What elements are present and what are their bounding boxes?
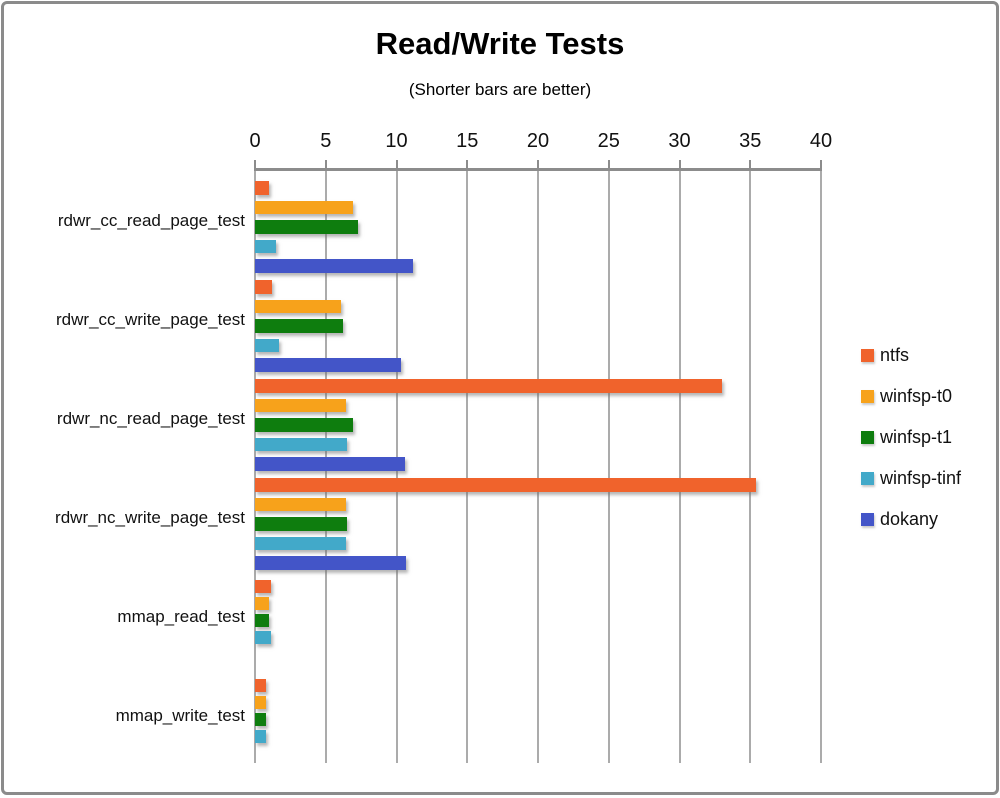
gridline: [466, 169, 469, 763]
gridline: [678, 169, 681, 763]
bar-winfsp-t1: [255, 418, 353, 432]
legend-item: winfsp-t1: [861, 427, 961, 448]
axis-tick-mark: [466, 160, 469, 169]
bar-winfsp-t1: [255, 220, 359, 234]
bar-winfsp-t1: [255, 713, 267, 726]
legend-item: ntfs: [861, 345, 961, 366]
bar-winfsp-t0: [255, 200, 353, 215]
bar-dokany: [255, 259, 414, 273]
bar-dokany: [255, 457, 405, 471]
axis-tick-mark: [537, 160, 539, 169]
bar-winfsp-t1: [255, 614, 270, 627]
legend-item: winfsp-tinf: [861, 468, 961, 489]
legend: ntfs winfsp-t0 winfsp-t1 winfsp-tinf dokany: [861, 345, 961, 550]
bar-winfsp-t0: [255, 696, 267, 709]
legend-swatch-icon: [861, 513, 874, 526]
bar-winfsp-t0: [255, 398, 346, 413]
bar-winfsp-t0: [255, 299, 342, 314]
bar-ntfs: [255, 679, 267, 692]
bar-winfsp-t0: [255, 597, 270, 610]
category-label: rdwr_nc_read_page_test: [56, 408, 245, 428]
bar-winfsp-t1: [255, 517, 347, 531]
bar-ntfs: [255, 280, 272, 294]
legend-label: winfsp-t0: [880, 386, 953, 406]
bar-ntfs: [255, 580, 271, 593]
bar-ntfs: [255, 181, 270, 195]
legend-label: dokany: [880, 509, 939, 529]
legend-swatch-icon: [861, 472, 874, 485]
category-label: rdwr_nc_write_page_test: [55, 507, 245, 527]
x-axis-tick-label: 15: [456, 130, 479, 152]
legend-item: dokany: [861, 509, 961, 530]
axis-tick-mark: [607, 160, 610, 169]
x-axis-tick-label: 35: [739, 130, 762, 152]
x-axis-tick-label: 20: [526, 130, 550, 152]
bar-winfsp-t0: [255, 497, 346, 512]
x-axis-tick-label: 25: [597, 130, 620, 152]
x-axis-tick-label: 10: [385, 130, 408, 152]
plot-area: [254, 160, 822, 763]
axis-tick-mark: [324, 160, 327, 169]
category-label: mmap_read_test: [117, 606, 245, 626]
legend-item: winfsp-t0: [861, 386, 961, 407]
legend-swatch-icon: [861, 349, 874, 362]
legend-swatch-icon: [861, 390, 874, 403]
x-axis-tick-label: 0: [249, 130, 261, 152]
axis-tick-mark: [395, 160, 398, 169]
axis-tick-mark: [678, 160, 681, 169]
category-label: mmap_write_test: [115, 705, 245, 725]
x-axis-tick-label: 40: [809, 130, 833, 152]
bar-winfsp-tinf: [255, 730, 267, 743]
bar-winfsp-tinf: [255, 239, 277, 254]
bar-winfsp-t1: [255, 319, 343, 333]
x-axis-line: [254, 168, 822, 171]
bar-winfsp-tinf: [255, 338, 280, 353]
x-axis-tick-label: 30: [668, 130, 691, 152]
bar-winfsp-tinf: [255, 437, 347, 452]
bar-ntfs: [255, 478, 756, 492]
category-label: rdwr_cc_write_page_test: [56, 309, 245, 329]
gridline: [749, 169, 752, 763]
axis-tick-mark: [749, 160, 752, 169]
gridline: [820, 169, 822, 763]
axis-tick-mark: [820, 160, 822, 169]
legend-label: winfsp-t1: [880, 427, 953, 447]
gridline: [537, 169, 539, 763]
chart-subtitle: (Shorter bars are better): [408, 80, 592, 99]
bar-winfsp-tinf: [255, 631, 271, 644]
chart-title: Read/Write Tests: [375, 26, 625, 61]
x-axis-tick-label: 5: [320, 130, 332, 152]
bar-ntfs: [255, 379, 722, 393]
bar-dokany: [255, 556, 407, 570]
gridline: [607, 169, 610, 763]
axis-tick-mark: [254, 160, 256, 169]
category-label: rdwr_cc_read_page_test: [57, 210, 245, 230]
legend-label: ntfs: [880, 345, 910, 365]
bar-winfsp-tinf: [255, 536, 346, 551]
bar-dokany: [255, 358, 401, 372]
legend-label: winfsp-tinf: [880, 468, 962, 488]
legend-swatch-icon: [861, 431, 874, 444]
